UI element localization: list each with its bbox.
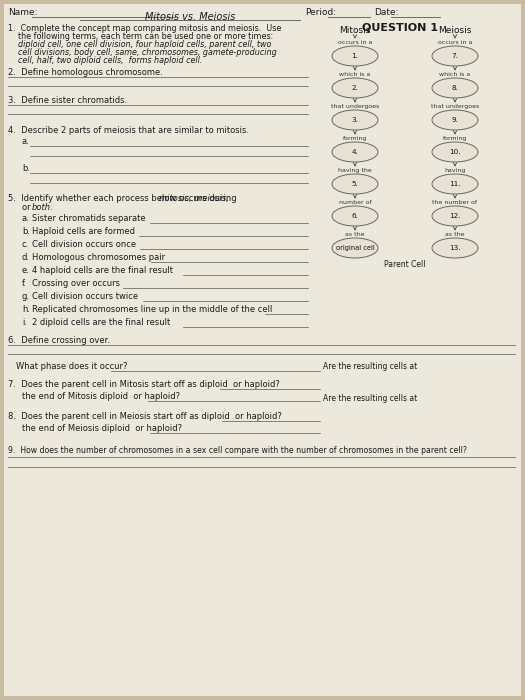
Text: b.: b. (22, 164, 30, 173)
Text: diploid cell, one cell division, four haploid cells, parent cell, two: diploid cell, one cell division, four ha… (8, 40, 271, 49)
Text: 2.  Define homologous chromosome.: 2. Define homologous chromosome. (8, 68, 163, 77)
Text: 11.: 11. (449, 181, 461, 187)
Text: d.: d. (22, 253, 30, 262)
Text: Haploid cells are formed: Haploid cells are formed (32, 227, 135, 236)
Text: 4 haploid cells are the final result: 4 haploid cells are the final result (32, 266, 173, 275)
Ellipse shape (332, 206, 378, 226)
Text: Are the resulting cells at: Are the resulting cells at (323, 394, 417, 403)
Text: the end of Meiosis diploid  or haploid?: the end of Meiosis diploid or haploid? (22, 424, 182, 433)
Text: g.: g. (22, 292, 30, 301)
Text: 8.  Does the parent cell in Meiosis start off as diploid  or haploid?: 8. Does the parent cell in Meiosis start… (8, 412, 282, 421)
Text: Replicated chromosomes line up in the middle of the cell: Replicated chromosomes line up in the mi… (32, 305, 272, 314)
Text: 13.: 13. (449, 245, 461, 251)
Text: occurs in a: occurs in a (438, 40, 472, 45)
Ellipse shape (432, 46, 478, 66)
Text: 2 diploid cells are the final result: 2 diploid cells are the final result (32, 318, 170, 327)
Text: mitosis, meiosis,: mitosis, meiosis, (159, 194, 229, 203)
Text: 12.: 12. (449, 213, 461, 219)
Text: a.: a. (22, 137, 30, 146)
Text: 10.: 10. (449, 149, 461, 155)
Text: Are the resulting cells at: Are the resulting cells at (323, 362, 417, 371)
Text: number of: number of (339, 200, 371, 205)
Text: 4.: 4. (352, 149, 359, 155)
Ellipse shape (432, 110, 478, 130)
Text: c.: c. (22, 240, 29, 249)
Text: 3.: 3. (352, 117, 359, 123)
Text: 5.  Identify whether each process below occurs during: 5. Identify whether each process below o… (8, 194, 239, 203)
Ellipse shape (432, 206, 478, 226)
Text: a.: a. (22, 214, 30, 223)
Text: Meiosis: Meiosis (438, 26, 471, 35)
Text: Date:: Date: (374, 8, 398, 17)
Text: 7.  Does the parent cell in Mitosis start off as diploid  or haploid?: 7. Does the parent cell in Mitosis start… (8, 380, 280, 389)
Ellipse shape (332, 174, 378, 194)
Text: .: . (49, 203, 51, 212)
Ellipse shape (332, 78, 378, 98)
Text: as the: as the (345, 232, 365, 237)
Text: that undergoes: that undergoes (431, 104, 479, 109)
Text: QUESTION 1: QUESTION 1 (362, 22, 438, 32)
Text: having: having (444, 168, 466, 173)
Text: Name:: Name: (8, 8, 37, 17)
Text: which is a: which is a (439, 72, 470, 77)
Text: both: both (32, 203, 51, 212)
Text: 5.: 5. (352, 181, 359, 187)
Text: f.: f. (22, 279, 27, 288)
Text: Parent Cell: Parent Cell (384, 260, 426, 269)
Text: 7.: 7. (452, 53, 458, 59)
Text: Mitosis: Mitosis (339, 26, 371, 35)
Text: which is a: which is a (339, 72, 371, 77)
Text: i.: i. (22, 318, 27, 327)
Text: as the: as the (445, 232, 465, 237)
Ellipse shape (332, 238, 378, 258)
Ellipse shape (332, 110, 378, 130)
Text: Sister chromatids separate: Sister chromatids separate (32, 214, 145, 223)
FancyBboxPatch shape (4, 4, 521, 696)
Text: original cell: original cell (335, 245, 374, 251)
Text: that undergoes: that undergoes (331, 104, 379, 109)
Text: Period:: Period: (305, 8, 336, 17)
Ellipse shape (432, 238, 478, 258)
Text: e.: e. (22, 266, 30, 275)
Text: 6.  Define crossing over.: 6. Define crossing over. (8, 336, 110, 345)
Text: What phase does it occur?: What phase does it occur? (16, 362, 128, 371)
Text: the following terms, each term can be used one or more times:: the following terms, each term can be us… (8, 32, 273, 41)
Text: 4.  Describe 2 parts of meiosis that are similar to mitosis.: 4. Describe 2 parts of meiosis that are … (8, 126, 249, 135)
Text: having the: having the (338, 168, 372, 173)
Text: Mitosis vs. Meiosis: Mitosis vs. Meiosis (145, 12, 235, 22)
Ellipse shape (332, 142, 378, 162)
Ellipse shape (432, 78, 478, 98)
Text: b.: b. (22, 227, 30, 236)
Text: 9.: 9. (452, 117, 458, 123)
Text: or: or (22, 203, 33, 212)
Text: Cell division occurs once: Cell division occurs once (32, 240, 136, 249)
Text: cell divisions, body cell, same, chromosomes, gamete-producing: cell divisions, body cell, same, chromos… (8, 48, 277, 57)
Text: Homologous chromosomes pair: Homologous chromosomes pair (32, 253, 165, 262)
Text: 3.  Define sister chromatids.: 3. Define sister chromatids. (8, 96, 127, 105)
Text: 2.: 2. (352, 85, 359, 91)
Text: 6.: 6. (352, 213, 359, 219)
Text: Cell division occurs twice: Cell division occurs twice (32, 292, 138, 301)
Ellipse shape (332, 46, 378, 66)
Text: the number of: the number of (433, 200, 478, 205)
Text: 9.  How does the number of chromosomes in a sex cell compare with the number of : 9. How does the number of chromosomes in… (8, 446, 467, 455)
Text: cell, half, two diploid cells,  forms haploid cell.: cell, half, two diploid cells, forms hap… (8, 56, 202, 65)
Ellipse shape (432, 174, 478, 194)
Text: h.: h. (22, 305, 30, 314)
Text: the end of Mitosis diploid  or haploid?: the end of Mitosis diploid or haploid? (22, 392, 180, 401)
Text: forming: forming (443, 136, 467, 141)
Text: Crossing over occurs: Crossing over occurs (32, 279, 120, 288)
Text: forming: forming (343, 136, 367, 141)
Text: 1.: 1. (352, 53, 359, 59)
Ellipse shape (432, 142, 478, 162)
Text: occurs in a: occurs in a (338, 40, 372, 45)
Text: 1.  Complete the concept map comparing mitosis and meiosis.  Use: 1. Complete the concept map comparing mi… (8, 24, 281, 33)
Text: 8.: 8. (452, 85, 458, 91)
